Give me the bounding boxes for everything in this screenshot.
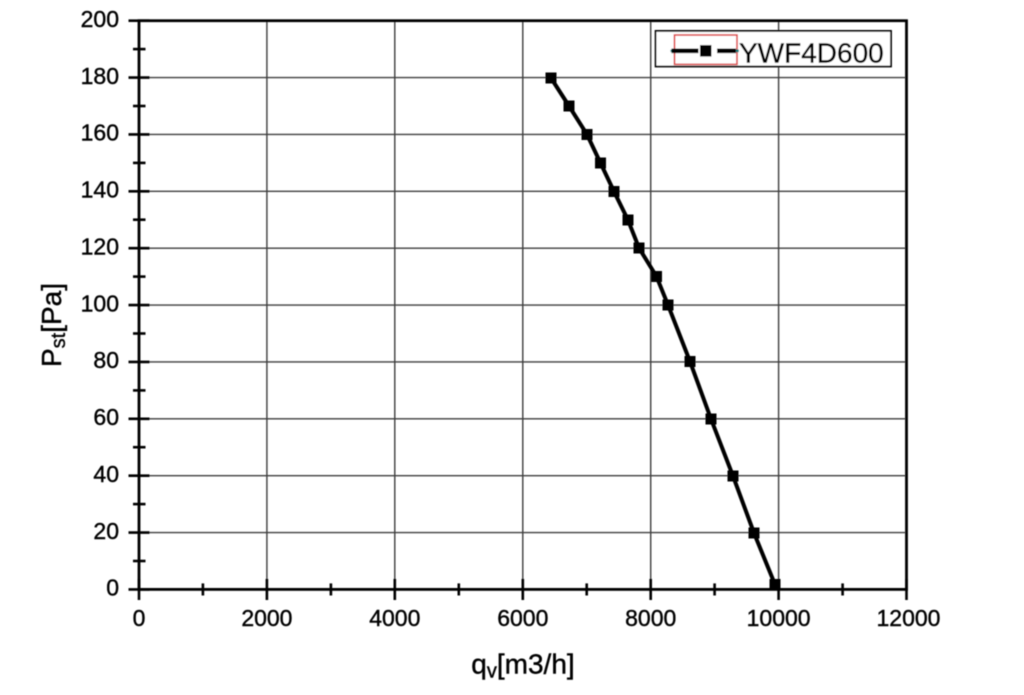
svg-text:20: 20 [93,518,119,544]
svg-text:40: 40 [93,461,119,487]
svg-text:8000: 8000 [625,605,676,631]
svg-text:0: 0 [133,605,146,631]
svg-text:160: 160 [81,120,119,146]
svg-text:YWF4D600: YWF4D600 [739,37,884,68]
svg-text:200: 200 [81,6,119,32]
svg-text:12000: 12000 [877,605,941,631]
svg-text:2000: 2000 [241,605,292,631]
svg-text:4000: 4000 [369,605,420,631]
svg-text:120: 120 [81,234,119,260]
svg-text:180: 180 [81,63,119,89]
svg-text:qv[m3/h]: qv[m3/h] [471,649,574,683]
svg-text:10000: 10000 [747,605,811,631]
svg-text:100: 100 [81,290,119,316]
svg-text:60: 60 [93,404,119,430]
svg-text:80: 80 [93,347,119,373]
svg-text:0: 0 [106,575,119,601]
svg-text:140: 140 [81,177,119,203]
svg-text:6000: 6000 [497,605,548,631]
svg-text:Pst[Pa]: Pst[Pa] [36,283,70,367]
